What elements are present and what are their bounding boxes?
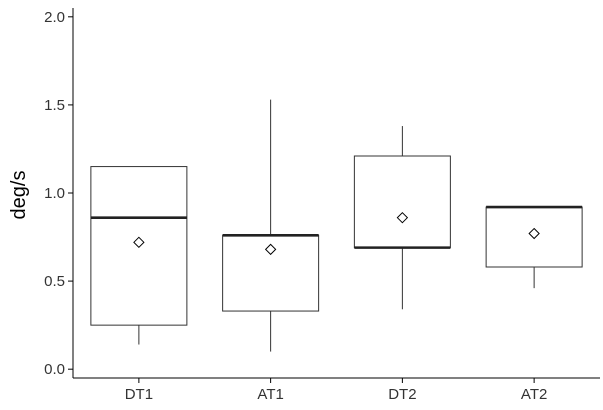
x-tick-label: AT2 bbox=[521, 386, 547, 403]
mean-marker bbox=[133, 236, 145, 249]
y-tick-label: 0.0 bbox=[44, 361, 65, 378]
y-axis: 0.0 0.5 1.0 1.5 2.0 bbox=[44, 9, 73, 378]
mean-marker bbox=[528, 227, 540, 240]
box-at2 bbox=[485, 205, 583, 289]
x-tick-label: DT2 bbox=[388, 386, 416, 403]
box-at1 bbox=[222, 99, 320, 352]
x-tick-label: AT1 bbox=[257, 386, 283, 403]
mean-marker bbox=[396, 211, 409, 224]
plot-area bbox=[90, 99, 583, 352]
y-axis-title: deg/s bbox=[8, 171, 30, 220]
x-axis: DT1 AT1 DT2 AT2 bbox=[125, 378, 547, 403]
y-tick-label: 1.5 bbox=[44, 97, 65, 114]
box-dt1 bbox=[90, 166, 188, 345]
y-tick-label: 0.5 bbox=[44, 273, 65, 290]
y-tick-label: 2.0 bbox=[44, 9, 65, 26]
iqr-box bbox=[353, 155, 451, 249]
y-tick-label: 1.0 bbox=[44, 185, 65, 202]
x-tick-label: DT1 bbox=[125, 386, 153, 403]
box-dt2 bbox=[353, 126, 451, 310]
mean-marker bbox=[264, 243, 277, 256]
